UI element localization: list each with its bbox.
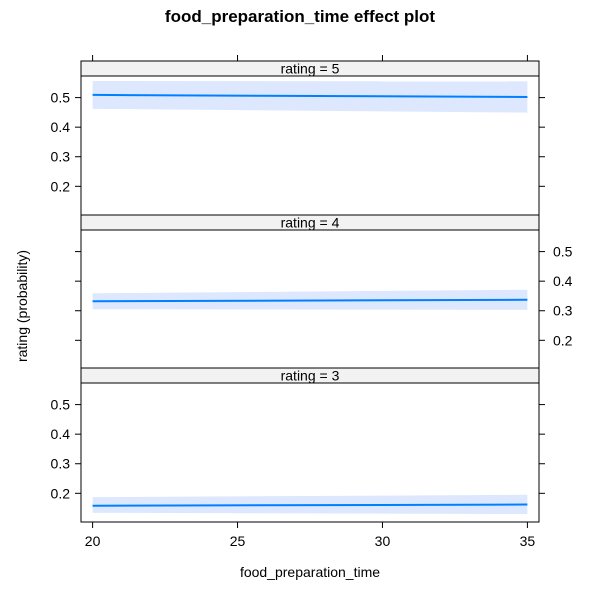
y-tick-label: 0.3 (51, 149, 71, 165)
y-tick-label: 0.2 (51, 485, 71, 501)
y-tick-label: 0.4 (51, 426, 71, 442)
y-tick-label: 0.5 (553, 244, 573, 260)
y-tick-label: 0.4 (51, 119, 71, 135)
y-tick-label: 0.4 (553, 273, 573, 289)
y-tick-label: 0.5 (51, 90, 71, 106)
panel-2: rating = 4 0.2 0.3 0.4 0.5 (75, 214, 573, 370)
panel-3: rating = 3 0.2 0.3 0.4 0.5 (51, 367, 545, 523)
x-tick-label: 30 (375, 533, 391, 549)
y-tick-label: 0.3 (51, 456, 71, 472)
y-axis-label: rating (probability) (14, 250, 30, 362)
panel-1: rating = 5 0.2 0.3 0.4 0.5 (51, 60, 545, 216)
strip-label: rating = 4 (281, 215, 340, 231)
x-axis: 20 25 30 35 (85, 55, 536, 549)
x-tick-label: 20 (85, 533, 101, 549)
x-tick-label: 35 (520, 533, 536, 549)
panels-layer: rating = 5 0.2 0.3 0.4 0.5 rating = 4 0.2 0.3 0.… (51, 60, 573, 523)
fit-line (92, 503, 528, 507)
y-tick-label: 0.5 (51, 397, 71, 413)
y-tick-label: 0.2 (553, 332, 573, 348)
fit-line (92, 298, 528, 303)
x-tick-label: 25 (230, 533, 246, 549)
chart-title: food_preparation_time effect plot (165, 7, 435, 26)
strip-label: rating = 3 (281, 368, 340, 384)
strip-label: rating = 5 (281, 61, 340, 77)
fit-line (92, 93, 528, 98)
x-axis-label: food_preparation_time (240, 564, 380, 580)
y-tick-label: 0.3 (553, 303, 573, 319)
panel-frame (80, 382, 540, 523)
y-tick-label: 0.2 (51, 178, 71, 194)
